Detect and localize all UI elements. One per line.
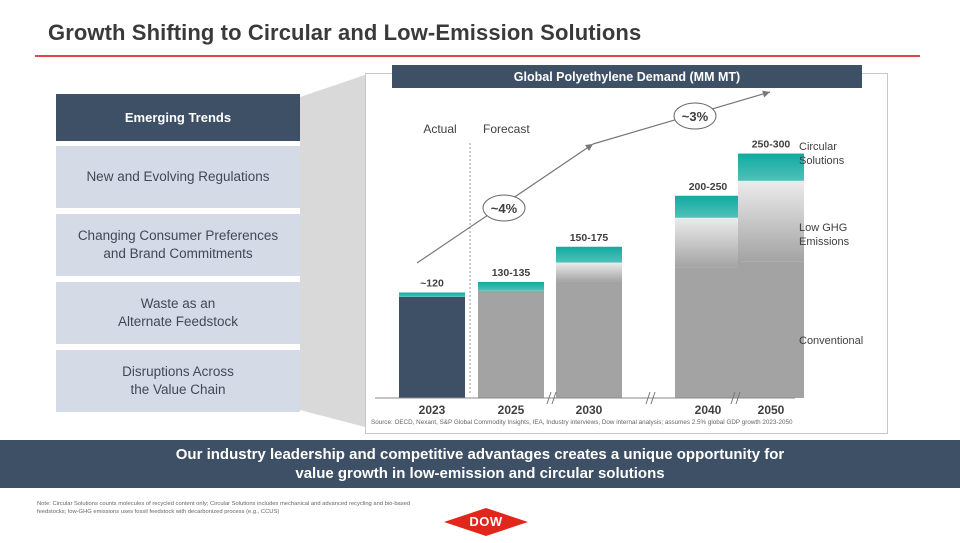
data-label-2040: 200-250	[689, 181, 728, 193]
takeaway-banner: Our industry leadership and competitive …	[0, 440, 960, 488]
bar-conventional-2025	[478, 290, 544, 398]
bar-lowghg-2040	[675, 217, 741, 268]
growth-bubble-2	[673, 102, 717, 130]
page-title: Growth Shifting to Circular and Low-Emis…	[48, 20, 642, 45]
bar-circular-2050	[738, 153, 804, 181]
trend-item-consumer-preferences: Changing Consumer Preferences and Brand …	[56, 214, 300, 276]
growth-bubble-1	[482, 194, 526, 222]
forecast-label: Forecast	[483, 122, 530, 136]
x-tick-2030: 2030	[576, 403, 603, 417]
x-tick-2040: 2040	[695, 403, 722, 417]
data-label-2050: 250-300	[752, 139, 791, 151]
bar-conventional-2023	[399, 296, 465, 398]
source-note: Source: OECD, Nexant, S&P Global Commodi…	[371, 419, 793, 426]
footnote: Note: Circular Solutions counts molecule…	[37, 501, 411, 515]
axis-break-3	[730, 391, 741, 405]
banner-line-2: value growth in low-emission and circula…	[295, 465, 665, 482]
bar-conventional-2040	[675, 267, 741, 398]
bar-conventional-2050	[738, 261, 804, 398]
bar-circular-2040	[675, 195, 741, 218]
bar-conventional-2030	[556, 281, 622, 398]
growth-label-2: ~3%	[682, 109, 709, 124]
trend-item-waste-feedstock: Waste as an Alternate Feedstock	[56, 282, 300, 344]
trend-item-value-chain: Disruptions Across the Value Chain	[56, 350, 300, 412]
actual-label: Actual	[423, 122, 456, 136]
axis-break-2	[645, 391, 656, 405]
x-tick-2025: 2025	[498, 403, 525, 417]
demand-chart: ~120 2023 130-135 2025 150-175 2030 200-250 204…	[375, 90, 863, 417]
callout-funnel	[300, 75, 365, 427]
dow-logo: DOW	[440, 506, 532, 538]
title-divider	[35, 55, 920, 57]
chart-title: Global Polyethylene Demand (MM MT)	[392, 65, 862, 88]
logo-text: DOW	[469, 514, 503, 529]
bar-circular-2025	[478, 281, 544, 291]
data-label-2030: 150-175	[570, 232, 609, 244]
bar-lowghg-2050	[738, 180, 804, 262]
legend-circular: Circular Solutions	[799, 141, 845, 167]
x-tick-2023: 2023	[419, 403, 446, 417]
x-tick-2050: 2050	[758, 403, 785, 417]
bar-circular-2030	[556, 246, 622, 263]
bar-lowghg-2030	[556, 262, 622, 282]
trends-header: Emerging Trends	[56, 94, 300, 141]
legend-conventional: Conventional	[799, 335, 863, 347]
banner-line-1: Our industry leadership and competitive …	[175, 446, 785, 463]
trend-item-regulations: New and Evolving Regulations	[56, 146, 300, 208]
growth-label-1: ~4%	[491, 201, 518, 216]
legend-lowghg: Low GHG Emissions	[799, 222, 850, 248]
axis-break-1	[546, 391, 557, 405]
bar-circular-2023	[399, 292, 465, 297]
data-label-2023: ~120	[420, 277, 444, 289]
data-label-2025: 130-135	[492, 267, 531, 279]
